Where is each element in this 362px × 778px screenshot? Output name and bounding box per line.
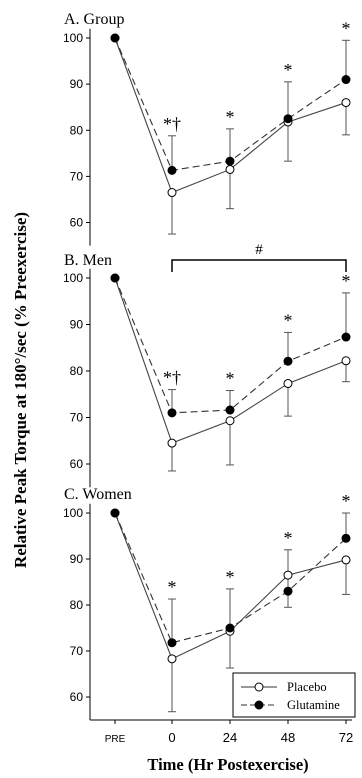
glutamine-point	[225, 405, 235, 415]
glutamine-point	[225, 156, 235, 166]
significance-marker: *†	[163, 368, 181, 388]
placebo-point	[167, 438, 177, 448]
glutamine-point	[283, 586, 293, 596]
significance-marker: *	[226, 369, 235, 389]
legend-label: Glutamine	[287, 698, 340, 712]
y-tick-label: 80	[70, 598, 84, 612]
y-tick-label: 70	[70, 411, 84, 425]
y-tick-label: 100	[63, 271, 83, 285]
legend-label: Placebo	[287, 680, 327, 694]
y-tick-label: 70	[70, 644, 84, 658]
panel-title: B. Men	[64, 252, 112, 269]
significance-marker: *	[226, 567, 235, 587]
glutamine-point	[341, 332, 351, 342]
glutamine-point	[283, 356, 293, 366]
y-axis-label: Relative Peak Torque at 180°/sec (% Pree…	[11, 212, 30, 568]
y-tick-label: 100	[63, 506, 83, 520]
glutamine-point	[341, 75, 351, 85]
placebo-point	[283, 570, 293, 580]
significance-marker: *	[284, 60, 293, 80]
y-tick-label: 60	[70, 457, 84, 471]
panel-2: B. Men 60 70 80 90 100 *† * * * #	[63, 242, 351, 488]
legend: Placebo Glutamine	[232, 672, 356, 718]
panel-3: C. Women 60 70 80 90 100 PRE 0 24 48 72 * * * *	[63, 486, 353, 745]
x-tick-label: PRE	[105, 734, 126, 745]
placebo-point	[225, 416, 235, 426]
panel-1: A. Group 60 70 80 90 100 *† * * *	[63, 11, 351, 246]
y-tick-label: 70	[70, 169, 84, 183]
panel-title: C. Women	[64, 486, 132, 503]
significance-marker: *	[284, 528, 293, 548]
glutamine-point	[167, 638, 177, 648]
bracket	[171, 259, 347, 272]
legend-marker	[254, 682, 264, 692]
significance-marker: *	[342, 491, 351, 511]
placebo-point	[167, 188, 177, 198]
y-tick-label: 60	[70, 690, 84, 704]
y-tick-label: 80	[70, 123, 84, 137]
significance-marker: *	[168, 577, 177, 597]
significance-marker: *	[226, 107, 235, 127]
x-axis-label: Time (Hr Postexercise)	[147, 755, 308, 774]
y-tick-label: 60	[70, 216, 84, 230]
glutamine-point	[110, 33, 120, 43]
placebo-point	[225, 164, 235, 174]
placebo-point	[167, 654, 177, 664]
placebo-point	[341, 555, 351, 565]
placebo-point	[283, 379, 293, 389]
glutamine-point	[167, 165, 177, 175]
y-tick-label: 90	[70, 552, 84, 566]
y-tick-label: 80	[70, 364, 84, 378]
glutamine-point	[167, 408, 177, 418]
legend-box	[232, 672, 356, 718]
y-tick-label: 90	[70, 77, 84, 91]
glutamine-point	[110, 273, 120, 283]
glutamine-point	[341, 533, 351, 543]
bracket-label: #	[255, 242, 263, 258]
significance-marker: *	[342, 18, 351, 38]
panels-container: A. Group 60 70 80 90 100 *† * * * B. Men 60 70 80 90 10…	[63, 11, 353, 745]
panel-title: A. Group	[64, 11, 124, 28]
placebo-point	[341, 356, 351, 366]
x-tick-label: 48	[281, 730, 295, 745]
y-tick-label: 90	[70, 318, 84, 332]
glutamine-point	[225, 623, 235, 633]
y-tick-label: 100	[63, 31, 83, 45]
glutamine-point	[283, 114, 293, 124]
glutamine-point	[110, 508, 120, 518]
significance-marker: *†	[163, 114, 181, 134]
x-tick-label: 24	[223, 730, 237, 745]
x-tick-label: 0	[168, 730, 175, 745]
legend-marker	[254, 700, 264, 710]
significance-marker: *	[284, 310, 293, 330]
placebo-point	[341, 98, 351, 108]
x-tick-label: 72	[339, 730, 353, 745]
significance-marker: *	[342, 271, 351, 291]
